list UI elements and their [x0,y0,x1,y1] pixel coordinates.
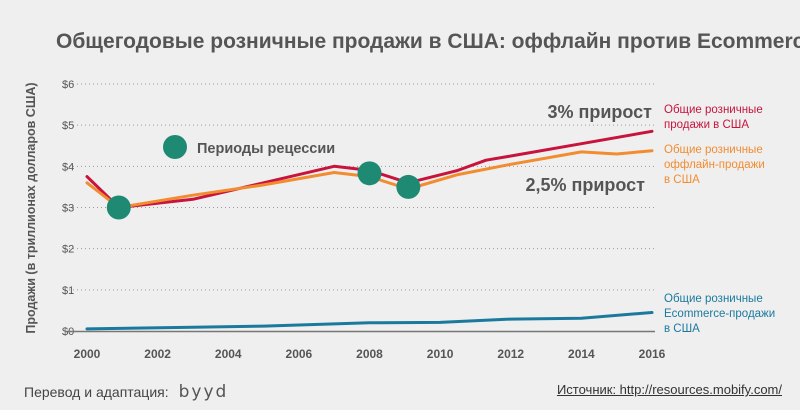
series-label: в США [664,323,700,335]
recession-marker [396,174,421,199]
growth-annotation: 3% прирост [547,102,652,122]
series-label: продажи в США [664,119,749,131]
x-tick-label: 2002 [144,347,171,361]
x-tick-label: 2014 [568,347,595,361]
x-tick-label: 2004 [215,347,242,361]
series-label: оффлайн-продажи [664,159,765,171]
series-line [85,149,654,209]
recession-marker [357,161,382,186]
chart-title: Общегодовые розничные продажи в США: офф… [56,30,800,53]
y-tick-label: $6 [62,79,74,91]
source-link[interactable]: Источник: http://resources.mobify.com/ [556,382,782,397]
series-label: Ecommerce-продажи [664,308,775,320]
y-tick-label: $1 [62,285,74,297]
x-tick-label: 2012 [497,347,524,361]
y-tick-label: $5 [62,120,74,132]
legend-marker [163,135,187,159]
x-tick-label: 2006 [286,347,313,361]
series-label: Общие розничные [664,144,763,156]
x-tick-label: 2008 [356,347,383,361]
y-tick-label: $3 [62,203,74,215]
series-line [85,129,654,209]
credit: Перевод и адаптация: byyd [24,382,228,402]
byyd-logo: byyd [178,382,229,402]
y-tick-label: $4 [62,161,74,173]
series-label: Общие розничные [664,104,763,116]
x-tick-label: 2000 [74,347,101,361]
series-label: в США [664,174,700,186]
series-line [85,311,654,331]
x-tick-label: 2010 [427,347,454,361]
legend-label: Периоды рецессии [197,141,335,157]
recession-marker [106,195,131,220]
y-tick-label: $2 [62,244,74,256]
growth-annotation: 2,5% прирост [525,175,645,195]
series-label: Общие розничные [664,293,763,305]
x-tick-label: 2016 [639,347,666,361]
y-axis-label: Продажи (в триллионах долларов США) [24,82,38,333]
credit-label: Перевод и адаптация: [24,384,169,400]
